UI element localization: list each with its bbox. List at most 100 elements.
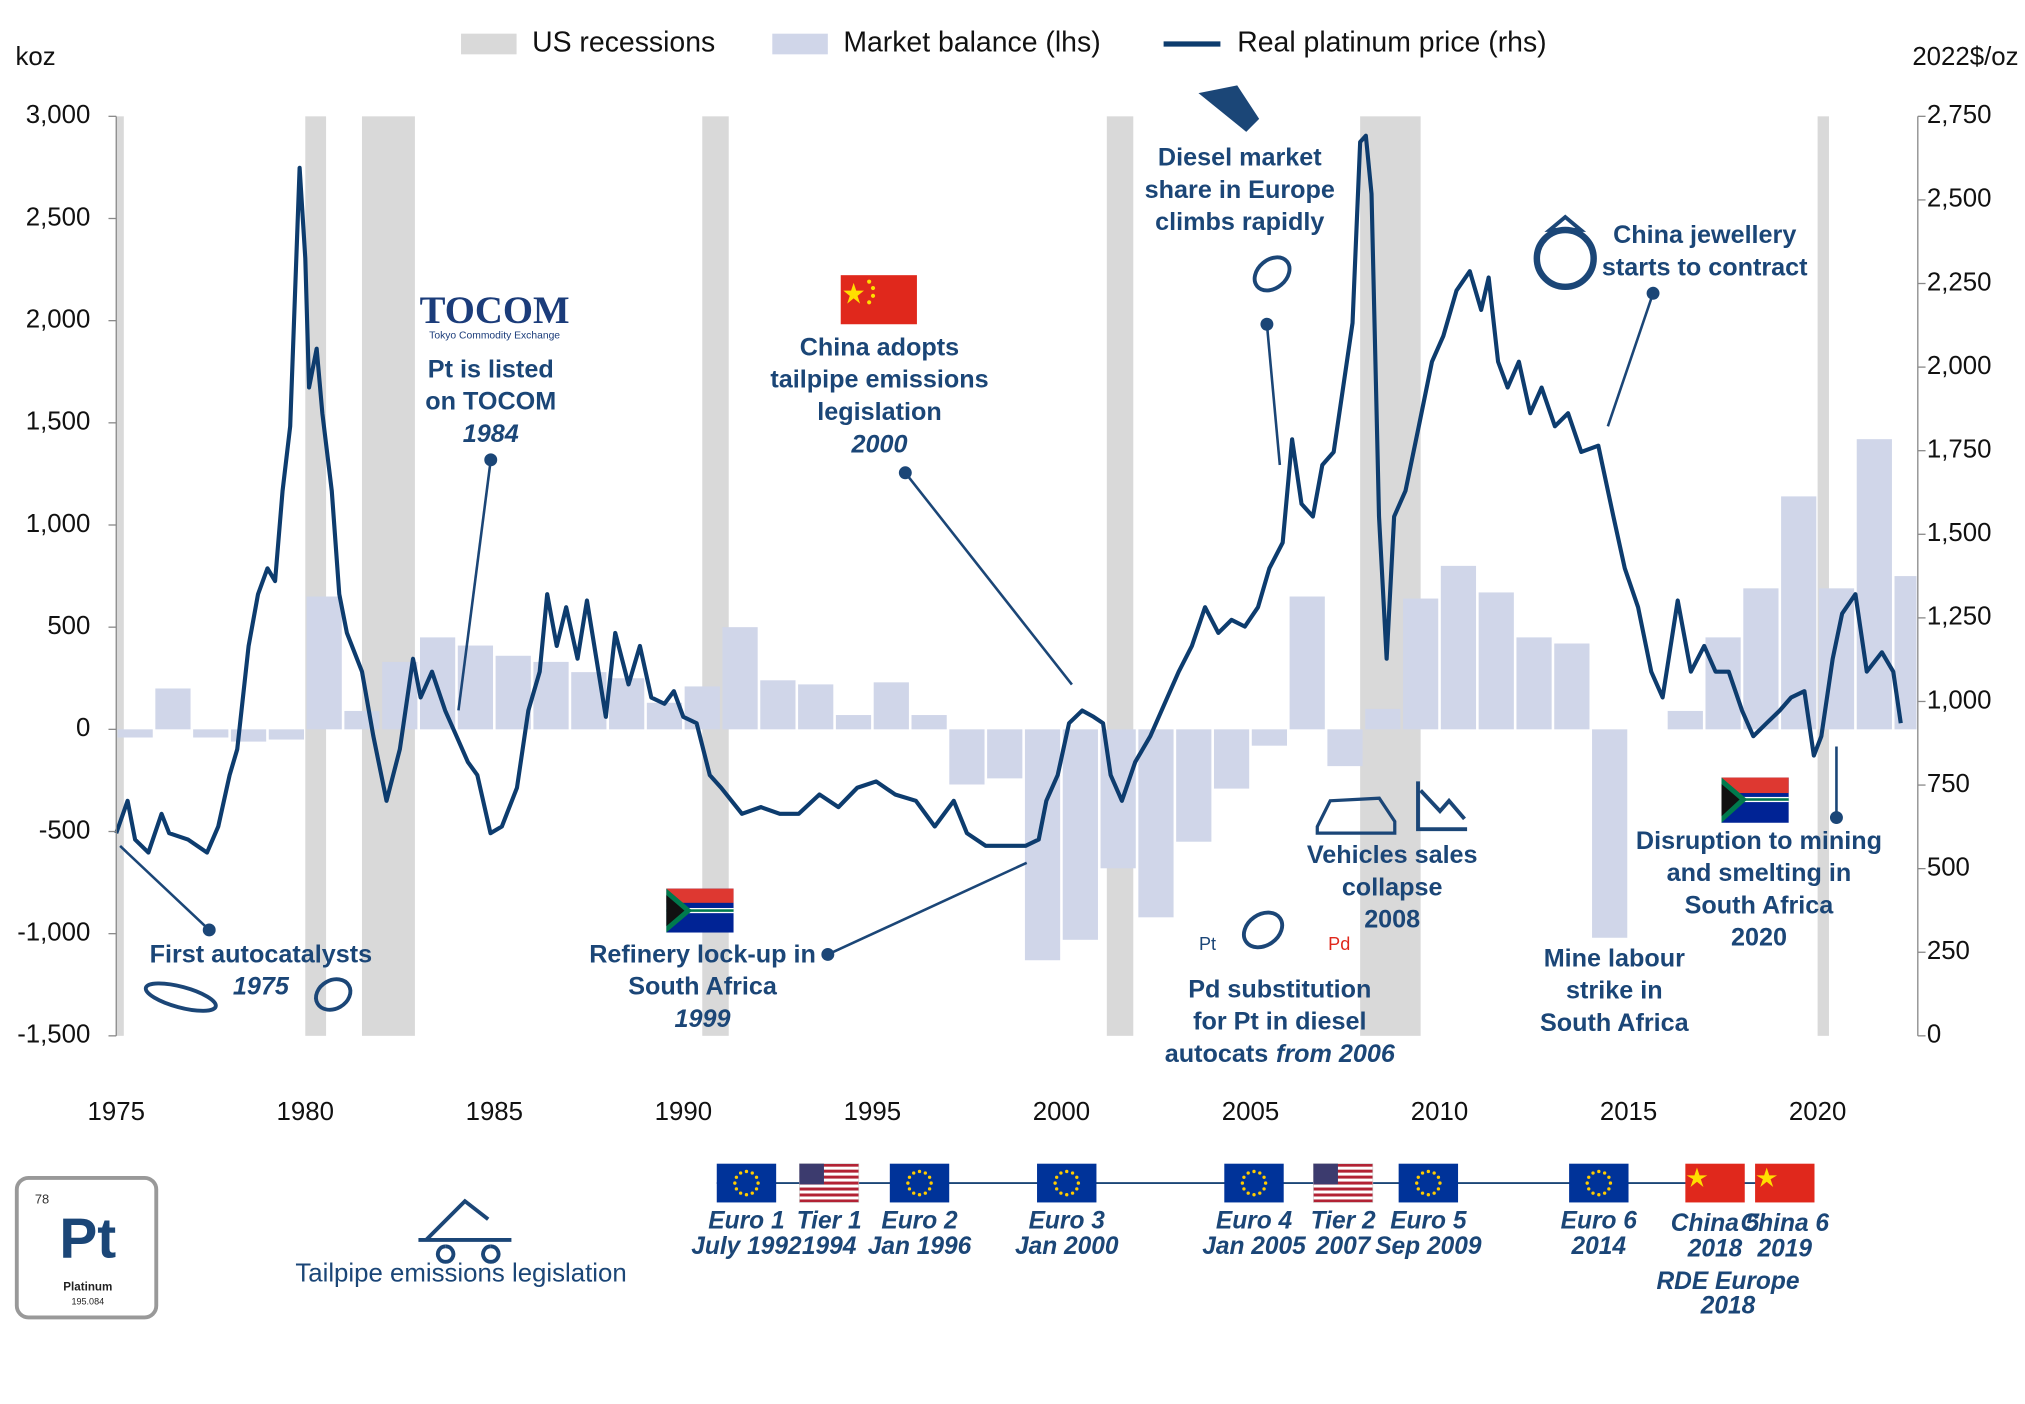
flag-star — [1065, 1193, 1069, 1197]
flag-star — [734, 1175, 739, 1179]
annotation-text: strike in — [1566, 977, 1663, 1005]
annotation-text: autocats — [1165, 1040, 1269, 1068]
annotation-text: South Africa — [628, 973, 778, 1001]
pointer-dot — [202, 923, 216, 937]
bar — [1894, 576, 1917, 730]
flag-stripe — [799, 1163, 859, 1167]
flag-stripe — [1313, 1175, 1373, 1179]
legend-label: US recessions — [532, 27, 715, 59]
flag — [716, 1163, 777, 1203]
flag-star — [1426, 1169, 1431, 1174]
flag-star — [1246, 1191, 1250, 1195]
y2-tick-label: 2,500 — [1927, 185, 1992, 213]
bar — [911, 715, 947, 730]
pointer-line — [119, 845, 211, 931]
annotation-text: Pt is listed — [428, 355, 554, 383]
flag-star — [907, 1175, 912, 1179]
recession-band — [116, 116, 124, 1036]
legislation-note: RDE Europe — [1656, 1268, 1799, 1295]
legend-label: Market balance (lhs) — [843, 27, 1100, 59]
y-tick-label: 2,500 — [26, 203, 91, 231]
bar — [873, 682, 909, 730]
annotation-text: collapse — [1342, 873, 1443, 901]
pointer-dot — [484, 453, 498, 467]
x-tick-label: 1990 — [655, 1098, 712, 1126]
flag-star — [1436, 1187, 1441, 1191]
x-tick-label: 1995 — [844, 1098, 901, 1126]
legislation-label: Jan 1996 — [868, 1233, 972, 1260]
legislation-label: Euro 1 — [708, 1207, 784, 1234]
recession-band — [1817, 116, 1829, 1036]
flag-stripe — [1313, 1199, 1373, 1203]
element-tile: 78 Pt Platinum 195.084 — [14, 1175, 159, 1320]
bar — [1440, 565, 1477, 730]
annotation-text: tailpipe emissions — [770, 366, 988, 394]
flag-star — [1075, 1187, 1079, 1191]
bar — [1856, 439, 1892, 730]
legislation-label: Euro 6 — [1561, 1207, 1638, 1234]
flag-star — [1242, 1175, 1246, 1179]
flag-star — [750, 1191, 754, 1195]
annotation-year: 2000 — [850, 430, 907, 458]
legislation-label: Euro 5 — [1390, 1207, 1467, 1234]
bar — [193, 729, 229, 738]
flag-star — [1591, 1171, 1595, 1175]
y2-tick-label: 2,000 — [1927, 352, 1992, 380]
legend-swatch — [772, 33, 828, 55]
flag-star — [744, 1193, 749, 1197]
legislation-label: 2014 — [1571, 1233, 1627, 1260]
flag-star — [1258, 1171, 1262, 1175]
annotation-text: Diesel market — [1158, 144, 1322, 172]
flag-star — [1597, 1169, 1601, 1174]
flag-star — [1263, 1181, 1268, 1185]
flag-stripe — [799, 1193, 859, 1197]
y2-tick-label: 500 — [1927, 853, 1970, 881]
annotation-text: Refinery lock-up in — [589, 940, 816, 968]
legislation-label: 1994 — [802, 1233, 857, 1260]
legislation-note: 2018 — [1700, 1293, 1756, 1320]
annotation-year: 1984 — [463, 420, 519, 448]
bar — [1138, 729, 1174, 918]
flag-star — [1608, 1181, 1613, 1185]
x-tick-label: 1975 — [88, 1098, 145, 1126]
annotation-text: Pd substitution — [1188, 975, 1371, 1003]
flag-stripe — [1313, 1181, 1373, 1185]
flag-star — [927, 1187, 932, 1191]
x-tick-label: 2015 — [1600, 1098, 1657, 1126]
y-axis-label: koz — [15, 43, 55, 71]
china-flag — [840, 275, 917, 325]
y-tick-label: 500 — [47, 612, 90, 640]
x-tick-label: 1980 — [277, 1098, 334, 1126]
y2-tick-label: 750 — [1927, 770, 1970, 798]
bar — [1403, 598, 1439, 730]
flag-star — [1591, 1191, 1595, 1195]
flag-star — [1420, 1191, 1425, 1195]
annotation-text: 2008 — [1364, 906, 1420, 934]
flag-star — [733, 1181, 737, 1185]
flag — [1037, 1163, 1097, 1203]
y2-axis-label: 2022$/oz — [1912, 43, 2018, 71]
legend-swatch — [461, 33, 517, 55]
bar — [1592, 729, 1628, 938]
flag-star — [1059, 1171, 1063, 1175]
icon-label: Pt — [1199, 934, 1216, 954]
y2-tick-label: 1,500 — [1927, 519, 1992, 547]
legend: US recessions Market balance (lhs) Real pl… — [461, 27, 1547, 59]
legislation-label: 2018 — [1687, 1236, 1743, 1263]
flag-star — [923, 1171, 928, 1175]
bar — [1251, 729, 1288, 746]
annotation-text: starts to contract — [1602, 253, 1808, 281]
bar — [1667, 710, 1703, 730]
x-tick-label: 2005 — [1222, 1098, 1279, 1126]
pointer-line — [1606, 292, 1655, 427]
flag-star — [929, 1181, 933, 1185]
annotation-text: South Africa — [1685, 891, 1835, 919]
pointer-dot — [1646, 286, 1660, 300]
flag-stripe — [799, 1199, 859, 1203]
bar — [155, 688, 191, 730]
bar — [987, 729, 1023, 779]
flag-stripe — [1313, 1169, 1373, 1173]
annotation-text: Mine labour — [1544, 944, 1685, 972]
flag-star — [1075, 1175, 1079, 1179]
flag-stripe — [799, 1175, 859, 1179]
